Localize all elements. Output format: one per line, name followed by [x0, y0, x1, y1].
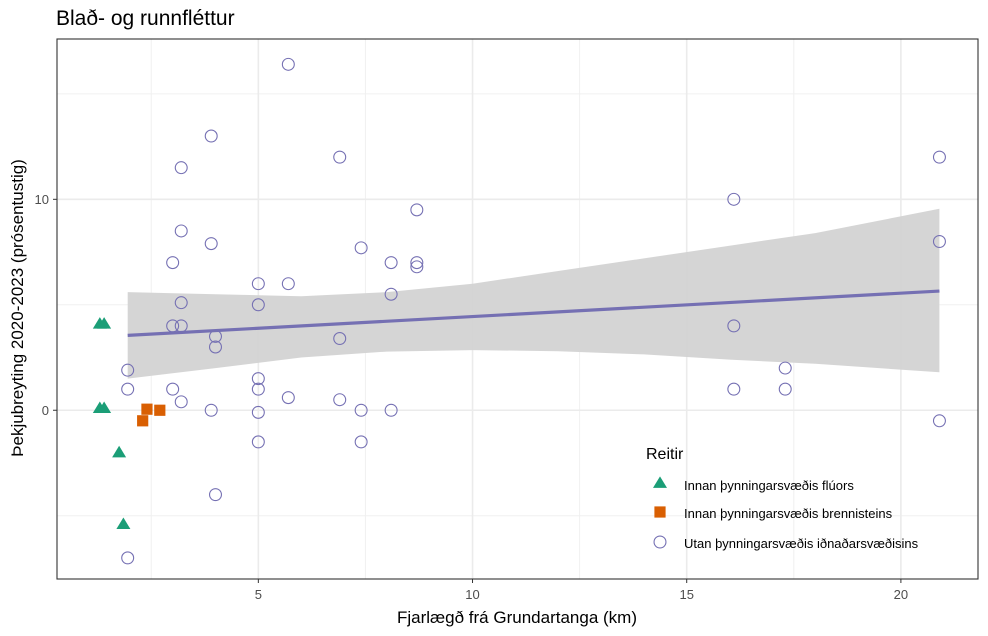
data-point-series-3: [384, 287, 398, 301]
data-point-series-3: [727, 192, 741, 206]
data-point-series-3: [208, 488, 222, 502]
x-tick-label: 20: [894, 587, 908, 602]
data-point-series-3: [208, 340, 222, 354]
x-tick-label: 15: [679, 587, 693, 602]
data-point-series-3: [410, 256, 424, 270]
y-tick-label: 0: [42, 403, 49, 418]
legend-key-series-2: [654, 506, 666, 518]
data-point-series-3: [204, 403, 218, 417]
data-point-series-3: [333, 393, 347, 407]
data-point-series-3: [932, 414, 946, 428]
data-point-series-1: [116, 517, 131, 530]
y-axis-title: Þekjubreyting 2020-2023 (prósentustig): [8, 159, 27, 457]
data-point-series-3: [204, 237, 218, 251]
chart-title: Blað- og runnfléttur: [56, 7, 235, 30]
legend-key-series-1: [653, 476, 667, 488]
data-point-series-3: [932, 150, 946, 164]
data-point-series-3: [251, 298, 265, 312]
data-point-series-3: [384, 256, 398, 270]
data-point-series-1: [112, 445, 127, 458]
data-point-series-3: [410, 260, 424, 274]
legend-key-series-3: [653, 535, 667, 549]
data-point-series-3: [121, 363, 135, 377]
data-point-series-3: [333, 332, 347, 346]
data-point-series-3: [204, 129, 218, 143]
data-point-series-3: [727, 319, 741, 333]
data-point-series-2: [141, 403, 153, 415]
data-point-series-3: [251, 372, 265, 386]
legend-label-utan: Utan þynningarsvæðis iðnaðarsvæðisins: [684, 536, 919, 551]
data-point-series-1: [97, 317, 112, 329]
data-point-series-3: [354, 435, 368, 449]
data-point-series-3: [778, 361, 792, 375]
x-tick-label: 10: [465, 587, 479, 602]
data-point-series-3: [727, 382, 741, 396]
data-point-series-3: [174, 224, 188, 238]
data-point-series-3: [121, 551, 135, 565]
data-point-series-3: [121, 382, 135, 396]
data-point-series-3: [932, 235, 946, 249]
data-point-series-3: [354, 241, 368, 255]
data-point-series-3: [333, 150, 347, 164]
plot-area: 5 10 15 20 0 10: [35, 38, 979, 602]
data-point-series-2: [154, 404, 166, 416]
legend-label-brennisteins: Innan þynningarsvæðis brennisteins: [684, 506, 893, 521]
data-point-series-3: [251, 435, 265, 449]
data-point-series-3: [174, 296, 188, 310]
data-point-series-3: [281, 277, 295, 291]
legend-title: Reitir: [646, 446, 684, 463]
data-point-series-1: [97, 401, 112, 414]
data-point-series-3: [174, 395, 188, 409]
regression-line: [127, 289, 940, 337]
data-point-series-3: [251, 405, 265, 419]
x-tick-label: 5: [255, 587, 262, 602]
x-axis-title: Fjarlægð frá Grundartanga (km): [397, 608, 637, 627]
data-point-series-3: [166, 256, 180, 270]
plot-border: [56, 38, 979, 580]
y-tick-label: 10: [35, 192, 49, 207]
data-point-series-3: [174, 161, 188, 175]
data-point-series-3: [410, 203, 424, 217]
legend: Reitir Innan þynningarsvæðis flúors Inna…: [646, 446, 919, 551]
data-point-series-3: [251, 382, 265, 396]
data-point-series-3: [251, 277, 265, 291]
data-point-series-3: [281, 391, 295, 405]
data-point-series-3: [281, 57, 295, 71]
data-point-series-3: [778, 382, 792, 396]
data-point-series-3: [166, 382, 180, 396]
legend-label-fluor: Innan þynningarsvæðis flúors: [684, 478, 854, 493]
data-point-series-3: [384, 403, 398, 417]
data-point-series-3: [354, 403, 368, 417]
data-point-series-2: [137, 415, 149, 427]
confidence-band: [127, 208, 940, 379]
